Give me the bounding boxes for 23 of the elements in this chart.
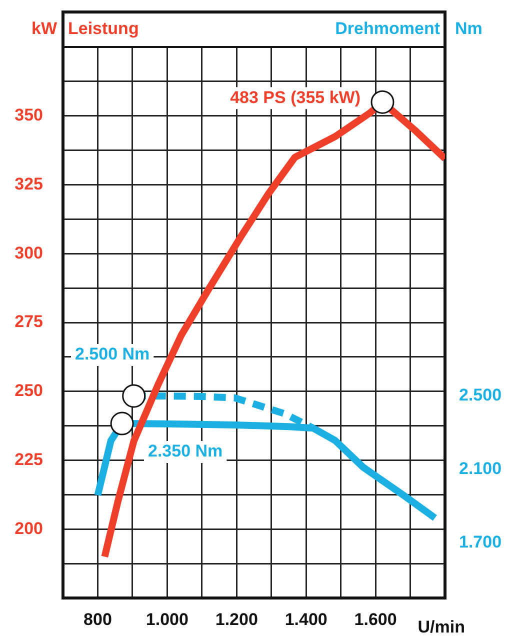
x-tick-label: 1.600 — [354, 610, 397, 629]
y-tick-label: 275 — [14, 312, 43, 332]
y2-axis-title: Nm — [455, 19, 482, 38]
x-tick-label: 800 — [84, 610, 112, 629]
y-tick-label: 250 — [14, 381, 43, 400]
x-tick-label: 1.400 — [284, 610, 328, 629]
y-tick-label: 225 — [14, 450, 43, 469]
x-axis-title: U/min — [418, 618, 465, 637]
annotation: 2.500 Nm — [75, 344, 150, 364]
x-tick-label: 1.000 — [146, 610, 188, 629]
y2-tick-label: 1.700 — [459, 532, 502, 552]
y2-tick-label: 2.500 — [459, 386, 502, 405]
annotation: 483 PS (355 kW) — [230, 88, 360, 107]
text: Drehmoment — [335, 19, 440, 38]
y-tick-label: 200 — [14, 518, 43, 538]
x-tick-label: 1.200 — [215, 610, 258, 629]
y-axis-title: kW — [32, 19, 58, 38]
annotation: 2.350 Nm — [148, 442, 223, 461]
y-tick-label: 300 — [14, 243, 43, 262]
y-tick-label: 350 — [14, 106, 43, 125]
text: Leistung — [68, 19, 139, 38]
y2-tick-label: 2.100 — [459, 459, 502, 478]
y-tick-label: 325 — [14, 174, 43, 194]
